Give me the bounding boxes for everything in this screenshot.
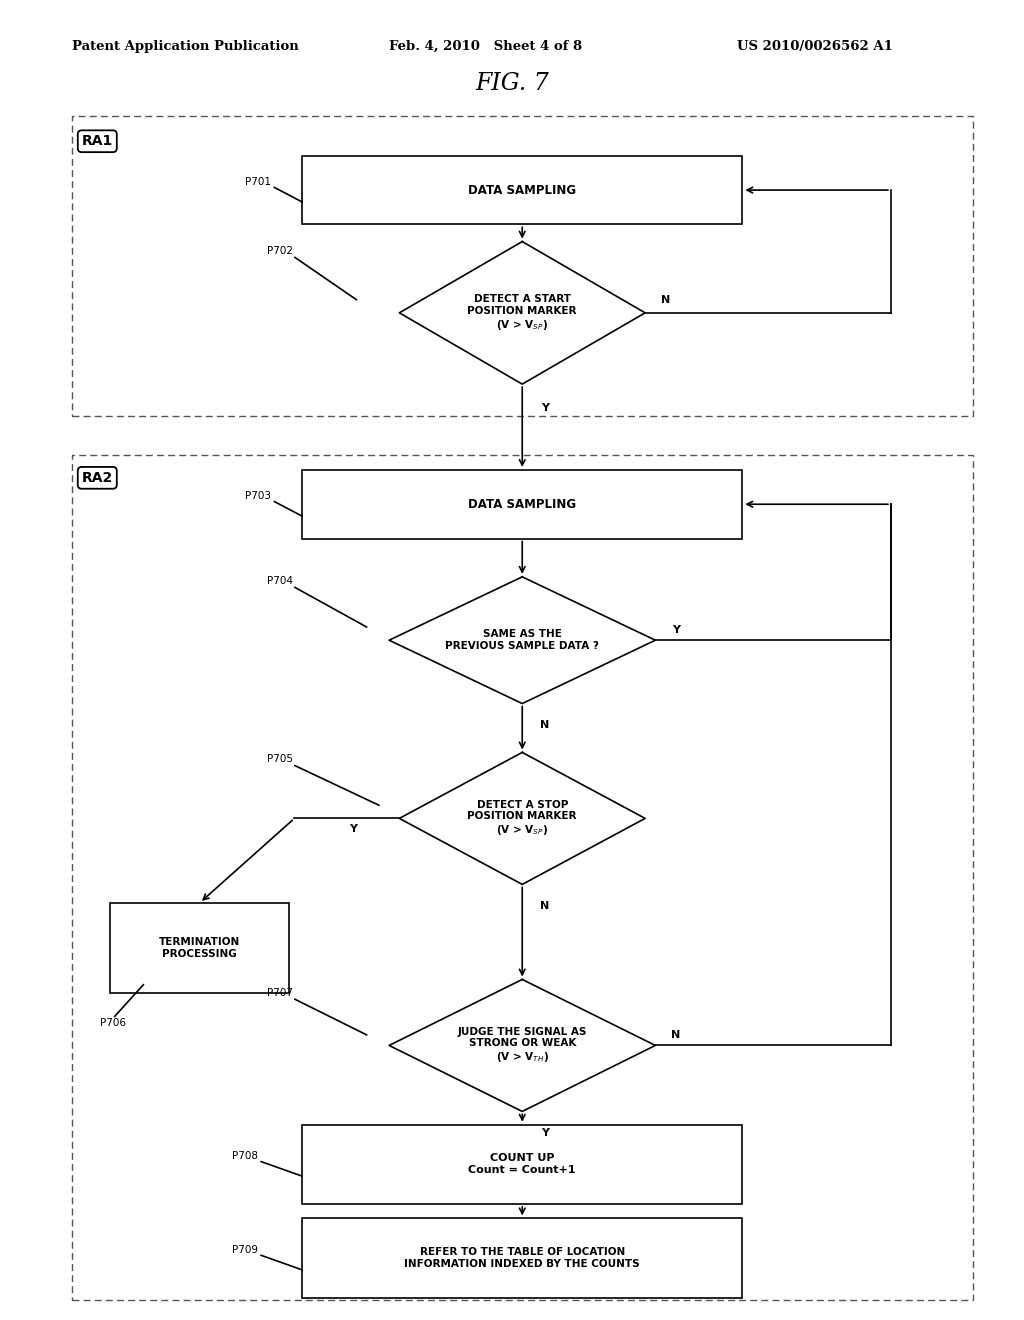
Text: REFER TO THE TABLE OF LOCATION
INFORMATION INDEXED BY THE COUNTS: REFER TO THE TABLE OF LOCATION INFORMATI… bbox=[404, 1247, 640, 1269]
Polygon shape bbox=[389, 577, 655, 704]
Text: FIG. 7: FIG. 7 bbox=[475, 71, 549, 95]
Text: Patent Application Publication: Patent Application Publication bbox=[72, 40, 298, 53]
Text: Y: Y bbox=[541, 1127, 549, 1138]
Text: P702: P702 bbox=[267, 246, 293, 256]
Text: N: N bbox=[671, 1030, 681, 1040]
Text: SAME AS THE
PREVIOUS SAMPLE DATA ?: SAME AS THE PREVIOUS SAMPLE DATA ? bbox=[445, 630, 599, 651]
Text: DETECT A STOP
POSITION MARKER
(V > V$_{SP}$): DETECT A STOP POSITION MARKER (V > V$_{S… bbox=[468, 800, 577, 837]
Text: RA1: RA1 bbox=[82, 135, 113, 148]
Text: COUNT UP
Count = Count+1: COUNT UP Count = Count+1 bbox=[469, 1154, 575, 1175]
Polygon shape bbox=[399, 752, 645, 884]
Text: JUDGE THE SIGNAL AS
STRONG OR WEAK
(V > V$_{TH}$): JUDGE THE SIGNAL AS STRONG OR WEAK (V > … bbox=[458, 1027, 587, 1064]
Text: TERMINATION
PROCESSING: TERMINATION PROCESSING bbox=[159, 937, 241, 958]
Text: Y: Y bbox=[672, 624, 680, 635]
Text: P703: P703 bbox=[246, 491, 271, 502]
FancyBboxPatch shape bbox=[302, 156, 742, 224]
Text: N: N bbox=[660, 294, 671, 305]
Text: DATA SAMPLING: DATA SAMPLING bbox=[468, 498, 577, 511]
Text: DETECT A START
POSITION MARKER
(V > V$_{SP}$): DETECT A START POSITION MARKER (V > V$_{… bbox=[468, 294, 577, 331]
Text: P704: P704 bbox=[267, 576, 293, 586]
FancyBboxPatch shape bbox=[302, 1125, 742, 1204]
Text: RA2: RA2 bbox=[82, 471, 113, 484]
Text: P701: P701 bbox=[246, 177, 271, 187]
Text: N: N bbox=[540, 900, 550, 911]
Text: P706: P706 bbox=[100, 1018, 126, 1028]
FancyBboxPatch shape bbox=[111, 903, 289, 993]
FancyBboxPatch shape bbox=[302, 1218, 742, 1298]
Text: DATA SAMPLING: DATA SAMPLING bbox=[468, 183, 577, 197]
Text: Feb. 4, 2010   Sheet 4 of 8: Feb. 4, 2010 Sheet 4 of 8 bbox=[389, 40, 583, 53]
Polygon shape bbox=[399, 242, 645, 384]
Text: Y: Y bbox=[541, 403, 549, 413]
Text: N: N bbox=[540, 719, 550, 730]
FancyBboxPatch shape bbox=[302, 470, 742, 539]
Polygon shape bbox=[389, 979, 655, 1111]
Text: US 2010/0026562 A1: US 2010/0026562 A1 bbox=[737, 40, 893, 53]
Text: P705: P705 bbox=[267, 754, 293, 764]
Text: Y: Y bbox=[349, 824, 357, 834]
Text: P707: P707 bbox=[267, 987, 293, 998]
Text: P709: P709 bbox=[232, 1245, 258, 1255]
Text: P708: P708 bbox=[232, 1151, 258, 1162]
